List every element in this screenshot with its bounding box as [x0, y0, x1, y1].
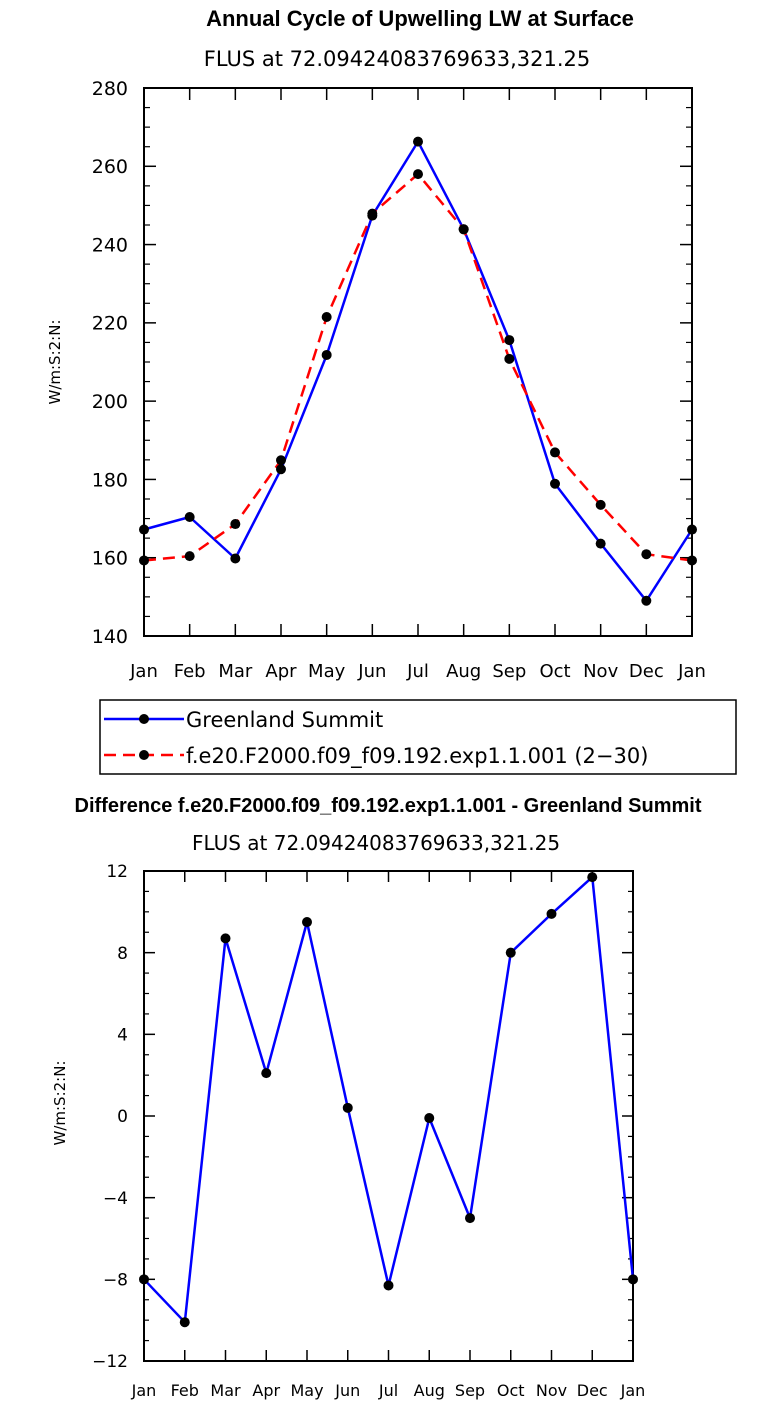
- x-tick-label: Jan: [131, 1381, 157, 1400]
- x-tick-label: May: [308, 661, 346, 682]
- y-tick-label: 220: [92, 313, 128, 335]
- x-tick-label: May: [290, 1381, 323, 1400]
- data-point: [641, 549, 652, 560]
- x-tick-label: Feb: [171, 1381, 199, 1400]
- x-tick-label: Jun: [334, 1381, 360, 1400]
- series-line-0: [143, 140, 694, 603]
- x-tick-label: Nov: [536, 1381, 567, 1400]
- data-point: [465, 1213, 475, 1224]
- data-point: [302, 917, 312, 928]
- data-point: [413, 169, 423, 180]
- y-tick-label: 240: [92, 234, 128, 256]
- x-tick-label: Aug: [414, 1381, 445, 1400]
- data-point: [139, 524, 149, 535]
- data-point: [546, 908, 557, 919]
- annual-cycle-chart: Annual Cycle of Upwelling LW at Surface …: [46, 6, 706, 682]
- data-point: [230, 553, 241, 564]
- chart-subtitle: FLUS at 72.09424083769633,321.25: [204, 47, 591, 71]
- x-tick-label: Jan: [677, 661, 706, 682]
- data-point: [505, 947, 516, 958]
- y-tick-label: −12: [92, 1352, 128, 1372]
- data-point: [261, 1068, 272, 1079]
- y-tick-label: 0: [117, 1107, 128, 1127]
- legend-marker-model: [139, 750, 149, 760]
- x-tick-label: Aug: [446, 661, 481, 682]
- x-tick-label: Oct: [539, 661, 570, 682]
- y-axis-label: W/m:S:2:N:: [46, 320, 64, 405]
- x-tick-label: Sep: [455, 1381, 485, 1400]
- data-point: [342, 1102, 353, 1113]
- data-point: [504, 335, 515, 346]
- y-tick-label: −4: [103, 1189, 128, 1209]
- data-point: [321, 311, 332, 322]
- data-point: [139, 555, 149, 566]
- data-point: [230, 519, 241, 530]
- y-tick-label: 260: [92, 156, 128, 178]
- y-tick-label: 140: [92, 626, 128, 648]
- data-point: [550, 478, 560, 489]
- chart-subtitle: FLUS at 72.09424083769633,321.25: [192, 831, 560, 855]
- data-point: [184, 551, 195, 562]
- y-tick-label: 200: [92, 391, 128, 413]
- y-tick-label: 8: [117, 944, 128, 964]
- y-tick-label: 160: [92, 548, 128, 570]
- x-tick-label: Apr: [252, 1381, 280, 1400]
- x-tick-label: Mar: [218, 661, 253, 682]
- data-point: [595, 538, 606, 549]
- data-point: [276, 455, 286, 466]
- data-point: [276, 464, 286, 475]
- data-point: [367, 208, 378, 219]
- data-point: [383, 1280, 394, 1291]
- chart-title: Difference f.e20.F2000.f09_f09.192.exp1.…: [75, 795, 702, 817]
- x-tick-label: Jul: [378, 1381, 398, 1400]
- data-point: [595, 499, 606, 510]
- data-point: [424, 1113, 435, 1124]
- legend-marker-greenland: [139, 714, 149, 724]
- data-point: [504, 353, 515, 364]
- legend-box: [99, 699, 737, 775]
- y-axis-label: W/m:S:2:N:: [51, 1061, 69, 1146]
- series-line-1: [143, 172, 693, 562]
- data-point: [179, 1317, 190, 1328]
- y-tick-label: 4: [117, 1025, 128, 1045]
- x-tick-label: Feb: [174, 661, 206, 682]
- data-point: [413, 136, 423, 147]
- data-point: [321, 349, 332, 360]
- series-line-0: [143, 875, 635, 1324]
- data-point: [641, 595, 652, 606]
- x-tick-label: Jan: [129, 661, 158, 682]
- data-point: [184, 512, 195, 523]
- x-tick-label: Jul: [406, 661, 429, 682]
- x-tick-label: Mar: [210, 1381, 241, 1400]
- x-tick-label: Dec: [577, 1381, 608, 1400]
- x-tick-label: Jan: [620, 1381, 646, 1400]
- y-tick-label: −8: [103, 1270, 128, 1290]
- data-point: [687, 555, 697, 566]
- legend-label-model: f.e20.F2000.f09_f09.192.exp1.1.001 (2−30…: [186, 744, 648, 769]
- x-tick-label: Sep: [492, 661, 526, 682]
- data-point: [220, 933, 231, 944]
- data-point: [550, 447, 560, 458]
- y-tick-label: 180: [92, 469, 128, 491]
- x-tick-label: Dec: [629, 661, 664, 682]
- chart-title: Annual Cycle of Upwelling LW at Surface: [206, 6, 634, 31]
- difference-chart: Difference f.e20.F2000.f09_f09.192.exp1.…: [51, 795, 702, 1400]
- data-point: [587, 872, 598, 883]
- y-tick-label: 12: [106, 862, 128, 882]
- data-point: [458, 224, 469, 235]
- data-point: [139, 1274, 149, 1285]
- legend: Greenland Summit f.e20.F2000.f09_f09.192…: [99, 699, 737, 775]
- data-point: [628, 1274, 638, 1285]
- y-tick-label: 280: [92, 78, 128, 100]
- x-tick-label: Jun: [357, 661, 386, 682]
- x-tick-label: Apr: [265, 661, 297, 682]
- legend-label-greenland: Greenland Summit: [186, 708, 383, 732]
- data-point: [687, 524, 697, 535]
- x-tick-label: Oct: [497, 1381, 525, 1400]
- x-tick-label: Nov: [583, 661, 618, 682]
